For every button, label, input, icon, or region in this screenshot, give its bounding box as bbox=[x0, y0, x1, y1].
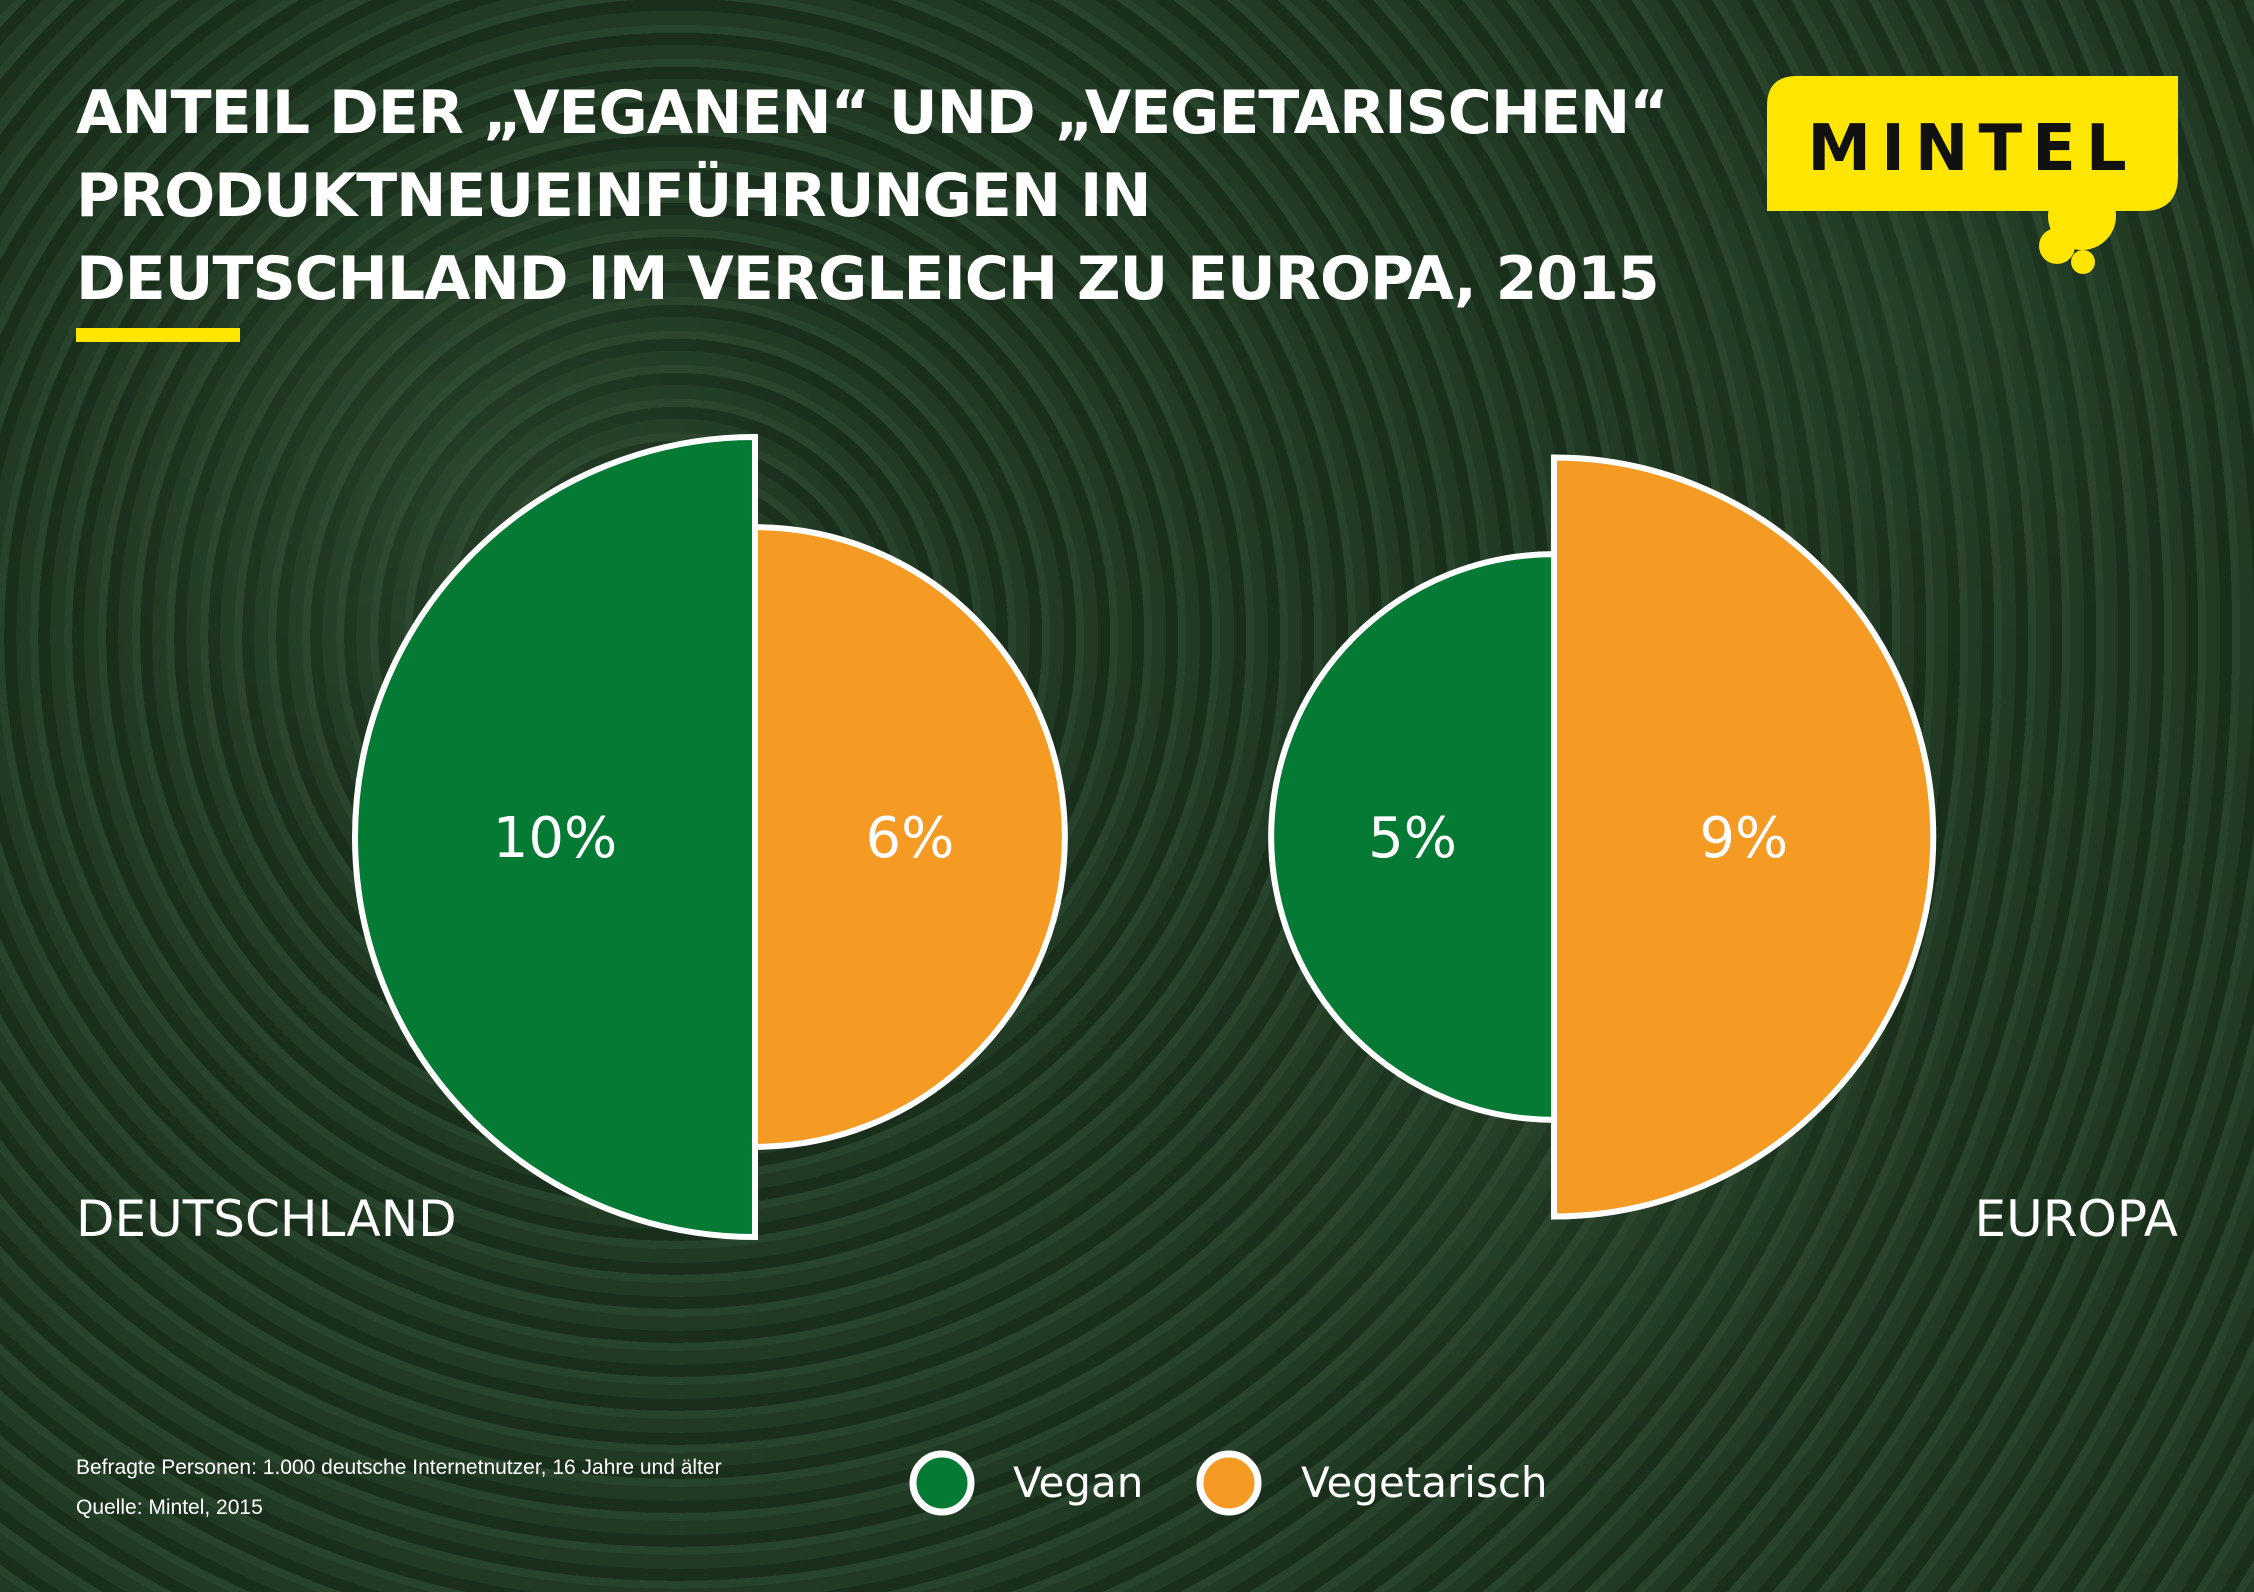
region-label-europa: EUROPA bbox=[1974, 1190, 2178, 1248]
legend-label-vegetarisch: Vegetarisch bbox=[1301, 1458, 1548, 1507]
title-underline bbox=[76, 328, 240, 342]
value-label-vegetarisch-europa: 9% bbox=[1699, 806, 1788, 871]
half-vegetarisch-deutschland bbox=[752, 524, 1068, 1150]
title-line: DEUTSCHLAND IM VERGLEICH ZU EUROPA, 2015 bbox=[76, 244, 1660, 314]
region-label-deutschland: DEUTSCHLAND bbox=[76, 1190, 457, 1248]
half-vegetarisch-europa bbox=[1551, 454, 1936, 1220]
title-line: ANTEIL DER „VEGANEN“ UND „VEGETARISCHEN“ bbox=[76, 78, 1669, 148]
half-vegan-deutschland bbox=[352, 433, 758, 1241]
value-label-vegan-europa: 5% bbox=[1368, 806, 1457, 871]
footer-sample: Befragte Personen: 1.000 deutsche Intern… bbox=[76, 1456, 722, 1479]
footer-source: Quelle: Mintel, 2015 bbox=[76, 1496, 263, 1519]
title-line: PRODUKTNEUEINFÜHRUNGEN IN bbox=[76, 161, 1152, 231]
half-vegan-europa bbox=[1269, 551, 1557, 1123]
legend-label-vegan: Vegan bbox=[1013, 1458, 1144, 1507]
page-title: ANTEIL DER „VEGANEN“ UND „VEGETARISCHEN“… bbox=[76, 72, 1669, 321]
mintel-logo: MINTEL bbox=[1767, 76, 2178, 274]
svg-text:MINTEL: MINTEL bbox=[1807, 112, 2136, 186]
value-label-vegan-deutschland: 10% bbox=[493, 806, 617, 871]
value-label-vegetarisch-deutschland: 6% bbox=[865, 806, 954, 871]
